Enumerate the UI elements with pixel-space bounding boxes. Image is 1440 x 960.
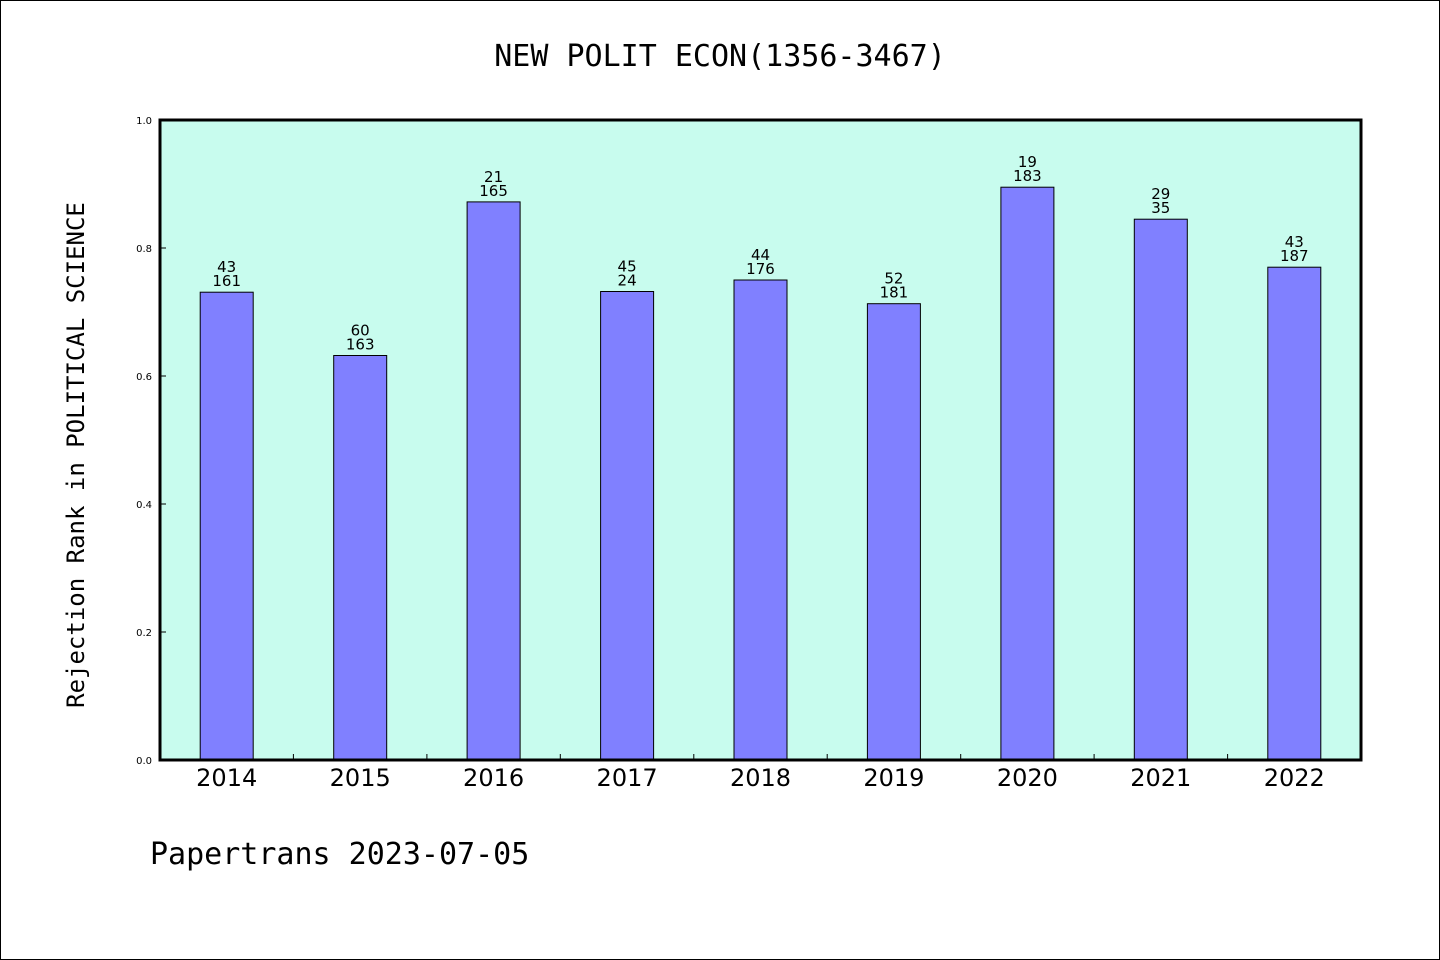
x-tick-label-2022: 2022 xyxy=(1264,764,1325,792)
y-tick-label: 0.6 xyxy=(136,372,152,383)
x-tick-label-2016: 2016 xyxy=(463,764,524,792)
data-label-bottom-2017: 24 xyxy=(618,272,637,290)
data-label-bottom-2021: 35 xyxy=(1151,199,1170,217)
bar-2016 xyxy=(466,201,521,761)
x-tick-label-2020: 2020 xyxy=(997,764,1058,792)
x-tick-label-2021: 2021 xyxy=(1130,764,1191,792)
y-tick-label: 0.4 xyxy=(136,500,152,511)
data-label-bottom-2015: 163 xyxy=(346,336,375,354)
bar-2020 xyxy=(1000,186,1055,761)
y-tick-label: 0.2 xyxy=(136,628,152,639)
data-label-top-2016: 21 xyxy=(484,168,503,186)
data-label-top-2014: 43 xyxy=(217,258,236,276)
bars-layer xyxy=(199,186,1322,761)
data-label-top-2021: 29 xyxy=(1151,185,1170,203)
chart-title: NEW POLIT ECON(1356-3467) xyxy=(494,39,946,74)
data-label-top-2019: 52 xyxy=(884,270,903,288)
plot-border xyxy=(158,118,1363,762)
data-label-top-2015: 60 xyxy=(351,322,370,340)
x-tick-label-2018: 2018 xyxy=(730,764,791,792)
data-label-top-2017: 45 xyxy=(618,258,637,276)
data-label-top-2018: 44 xyxy=(751,246,770,264)
data-label-bottom-2018: 176 xyxy=(746,260,775,278)
bar-2014 xyxy=(199,291,254,761)
data-label-bottom-2022: 187 xyxy=(1280,247,1309,265)
data-label-bottom-2016: 165 xyxy=(479,182,508,200)
data-label-bottom-2014: 161 xyxy=(212,272,241,290)
data-label-top-2020: 19 xyxy=(1018,153,1037,171)
x-tick-label-2014: 2014 xyxy=(196,764,257,792)
x-tick-label-2019: 2019 xyxy=(863,764,924,792)
x-tick-label-2017: 2017 xyxy=(597,764,658,792)
data-label-top-2022: 43 xyxy=(1285,233,1304,251)
y-axis-label: Rejection Rank in POLITICAL SCIENCE xyxy=(62,202,90,708)
bar-2022 xyxy=(1267,266,1322,761)
x-axis-ticks: 2014 2015 2016 2017 2018 2019 2020 2021 2022 xyxy=(196,754,1325,792)
y-tick-label: 1.0 xyxy=(136,116,152,127)
bar-2017 xyxy=(600,291,655,761)
bar-2021 xyxy=(1133,218,1188,761)
x-tick-label-2015: 2015 xyxy=(330,764,391,792)
bar-2019 xyxy=(866,303,921,761)
y-tick-label: 0.8 xyxy=(136,244,152,255)
y-tick-label: 0.0 xyxy=(136,756,152,767)
data-label-bottom-2020: 183 xyxy=(1013,167,1042,185)
data-label-bottom-2019: 181 xyxy=(880,284,909,302)
bar-2015 xyxy=(333,355,388,761)
footer-credit: Papertrans 2023-07-05 xyxy=(150,837,529,872)
data-labels-layer: 4316160163211654524441765218119183293543… xyxy=(212,153,1308,353)
y-axis-ticks: 0.0 0.2 0.4 0.6 0.8 1.0 xyxy=(136,116,166,767)
bar-2018 xyxy=(733,279,788,761)
